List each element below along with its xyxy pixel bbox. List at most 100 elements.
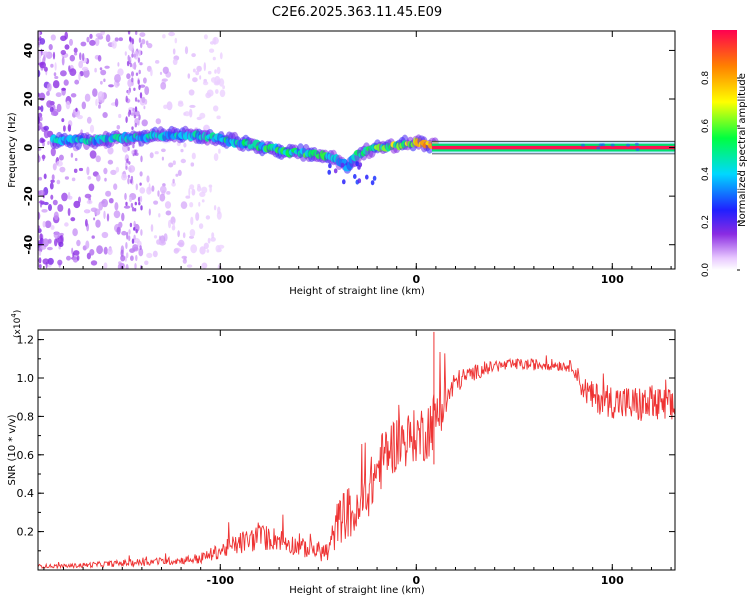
noise-speckle (132, 143, 135, 149)
colorbar-label: Normalized spectral amplitude (737, 73, 748, 227)
noise-speckle (222, 85, 226, 90)
noise-speckle (87, 176, 92, 180)
noise-speckle (89, 39, 96, 46)
noise-speckle (61, 192, 68, 202)
snr-x-tick-label: 0 (412, 574, 420, 587)
noise-speckle (70, 217, 76, 222)
noise-speckle (129, 62, 133, 68)
noise-speckle (127, 174, 131, 179)
noise-speckle (138, 37, 142, 43)
noise-speckle (42, 238, 49, 247)
noise-speckle (96, 174, 101, 182)
noise-speckle (49, 182, 54, 190)
noise-speckle (81, 66, 89, 72)
noise-speckle (39, 61, 46, 69)
noise-speckle (139, 32, 146, 37)
noise-speckle (133, 220, 136, 228)
colorbar-gradient (712, 30, 737, 270)
noise-speckle (189, 104, 196, 108)
noise-speckle (162, 34, 166, 39)
noise-speckle (103, 262, 108, 269)
noise-speckle (66, 255, 71, 261)
noise-speckle (138, 248, 144, 257)
noise-speckle (102, 112, 108, 118)
noise-speckle (80, 41, 87, 47)
noise-speckle (211, 232, 215, 239)
noise-speckle (151, 185, 155, 192)
noise-speckle (67, 191, 71, 199)
noise-speckle (166, 191, 171, 195)
noise-speckle (131, 206, 135, 212)
noise-speckle (215, 89, 219, 94)
noise-speckle (134, 97, 138, 102)
noise-speckle (61, 118, 65, 123)
noise-speckle (85, 219, 88, 227)
snr-frame (37, 329, 676, 571)
snr-y-label: SNR (10 * v/v) (7, 414, 18, 485)
noise-speckle (132, 244, 139, 251)
noise-speckle (127, 111, 131, 117)
noise-speckle (107, 159, 114, 165)
noise-speckle (43, 66, 48, 72)
noise-speckle (73, 200, 81, 209)
noise-speckle (191, 152, 196, 160)
noise-speckle (137, 57, 141, 63)
noise-speckle (131, 238, 135, 244)
noise-speckle (149, 152, 154, 159)
noise-speckle (89, 249, 95, 256)
noise-speckle (134, 106, 138, 112)
noise-speckle (148, 208, 151, 216)
carrier-speckle (635, 148, 640, 152)
colorbar-tick-label: 0.4 (701, 167, 711, 182)
noise-speckle (156, 239, 162, 245)
noise-speckle (64, 222, 69, 227)
noise-speckle (118, 113, 122, 119)
noise-speckle (67, 124, 72, 132)
noise-speckle (198, 201, 201, 207)
noise-speckle (199, 246, 206, 255)
colorbar-tick-label: 0.0 (701, 263, 711, 278)
noise-speckle (185, 195, 191, 199)
noise-speckle (125, 116, 128, 123)
noise-speckle (70, 152, 74, 158)
snr-marks (38, 331, 675, 570)
noise-speckle (139, 195, 143, 203)
carrier-speckle (634, 142, 639, 146)
ridge-blob (353, 174, 357, 179)
noise-speckle (78, 167, 84, 172)
noise-speckle (108, 84, 114, 88)
noise-speckle (192, 68, 196, 73)
spectrogram-y-tick-label: 20 (22, 91, 35, 107)
noise-speckle (101, 231, 109, 239)
noise-speckle (116, 226, 121, 235)
noise-speckle (73, 47, 78, 54)
noise-speckle (140, 155, 143, 163)
noise-speckle (38, 92, 46, 102)
noise-speckle (105, 34, 111, 43)
noise-speckle (121, 212, 125, 222)
noise-speckle (38, 200, 45, 204)
noise-speckle (95, 33, 103, 38)
noise-speckle (174, 37, 178, 44)
noise-speckle (90, 260, 98, 266)
noise-speckle (64, 31, 68, 40)
snr-y-tick-label: 0.4 (17, 487, 35, 500)
noise-speckle (143, 77, 147, 84)
noise-speckle (39, 116, 43, 122)
noise-speckle (137, 79, 140, 85)
noise-speckle (125, 165, 128, 170)
noise-speckle (199, 75, 202, 80)
noise-speckle (69, 54, 76, 62)
noise-speckle (196, 65, 202, 72)
noise-speckle (96, 245, 103, 255)
noise-speckle (132, 62, 137, 70)
noise-speckle (113, 210, 121, 219)
noise-speckle (202, 81, 209, 86)
noise-speckle (78, 73, 81, 81)
noise-speckle (133, 207, 137, 212)
noise-speckle (133, 234, 136, 241)
noise-speckle (126, 252, 129, 259)
noise-speckle (81, 101, 87, 110)
noise-speckle (39, 38, 46, 45)
noise-speckle (98, 201, 103, 211)
